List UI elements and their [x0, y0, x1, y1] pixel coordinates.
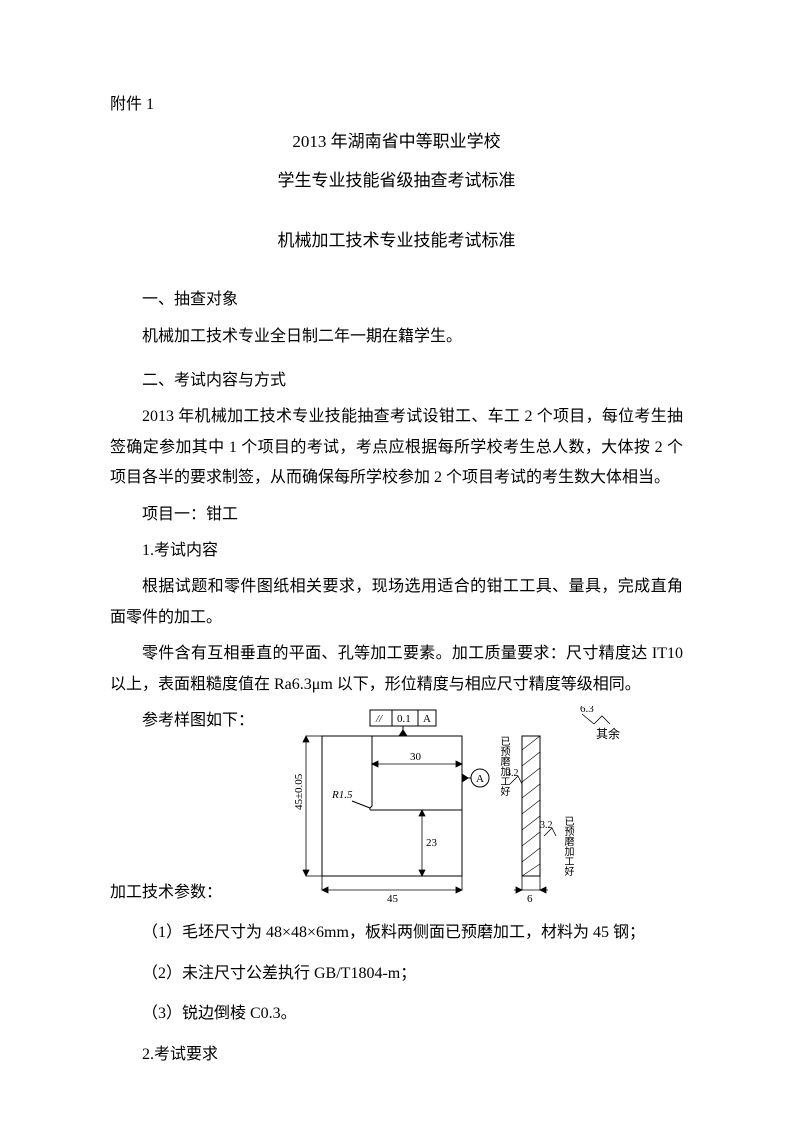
note-1: 已预磨加工好 [494, 736, 513, 796]
param-item-3: （3）锐边倒棱 C0.3。 [110, 999, 683, 1029]
note-2: 已预磨加工好 [558, 816, 577, 876]
project-1-para1: 根据试题和零件图纸相关要求，现场选用适合的钳工工具、量具，完成直角面零件的加工。 [110, 572, 683, 633]
section-1-body: 机械加工技术专业全日制二年一期在籍学生。 [110, 322, 683, 352]
param-item-2: （2）未注尺寸公差执行 GB/T1804-m； [110, 959, 683, 989]
datum-letter: A [476, 773, 484, 785]
param-item-1: （1）毛坯尺寸为 48×48×6mm，板料两侧面已预磨加工，材料为 45 钢； [110, 918, 683, 948]
section-2-heading: 二、考试内容与方式 [110, 366, 683, 396]
title-line-3: 机械加工技术专业技能考试标准 [110, 225, 683, 257]
ra-3: 6.3 [580, 706, 594, 715]
ra-2: 3.2 [540, 820, 553, 831]
project-1-sub1: 1.考试内容 [110, 536, 683, 566]
dim-30: 30 [410, 751, 422, 763]
dim-45v: 45±0.05 [293, 773, 305, 810]
params-label: 加工技术参数： [110, 878, 222, 908]
project-1-sub2: 2.考试要求 [110, 1040, 683, 1070]
tol-symbol: // [375, 713, 383, 725]
title-line-2: 学生专业技能省级抽查考试标准 [110, 165, 683, 197]
tol-datum: A [423, 713, 431, 725]
project-1-para2: 零件含有互相垂直的平面、孔等加工要素。加工质量要求：尺寸精度达 IT10以上，表… [110, 639, 683, 700]
tol-value: 0.1 [397, 713, 411, 725]
project-1-heading: 项目一：钳工 [110, 500, 683, 530]
technical-drawing: // 0.1 A R1.5 A 30 [262, 706, 622, 906]
figure-row: 参考样图如下： // 0.1 A R [110, 706, 683, 906]
figure-label: 参考样图如下： [110, 706, 254, 736]
section-1-heading: 一、抽查对象 [110, 285, 683, 315]
section-2-body: 2013 年机械加工技术专业技能抽查考试设钳工、车工 2 个项目，每位考生抽签确… [110, 402, 683, 493]
dim-23: 23 [426, 837, 438, 849]
rest-label: 其余 [596, 726, 620, 741]
attachment-label: 附件 1 [110, 90, 683, 120]
title-line-1: 2013 年湖南省中等职业学校 [110, 126, 683, 158]
dim-45w: 45 [387, 893, 399, 905]
radius-label: R1.5 [331, 789, 353, 801]
dim-6: 6 [527, 893, 533, 905]
